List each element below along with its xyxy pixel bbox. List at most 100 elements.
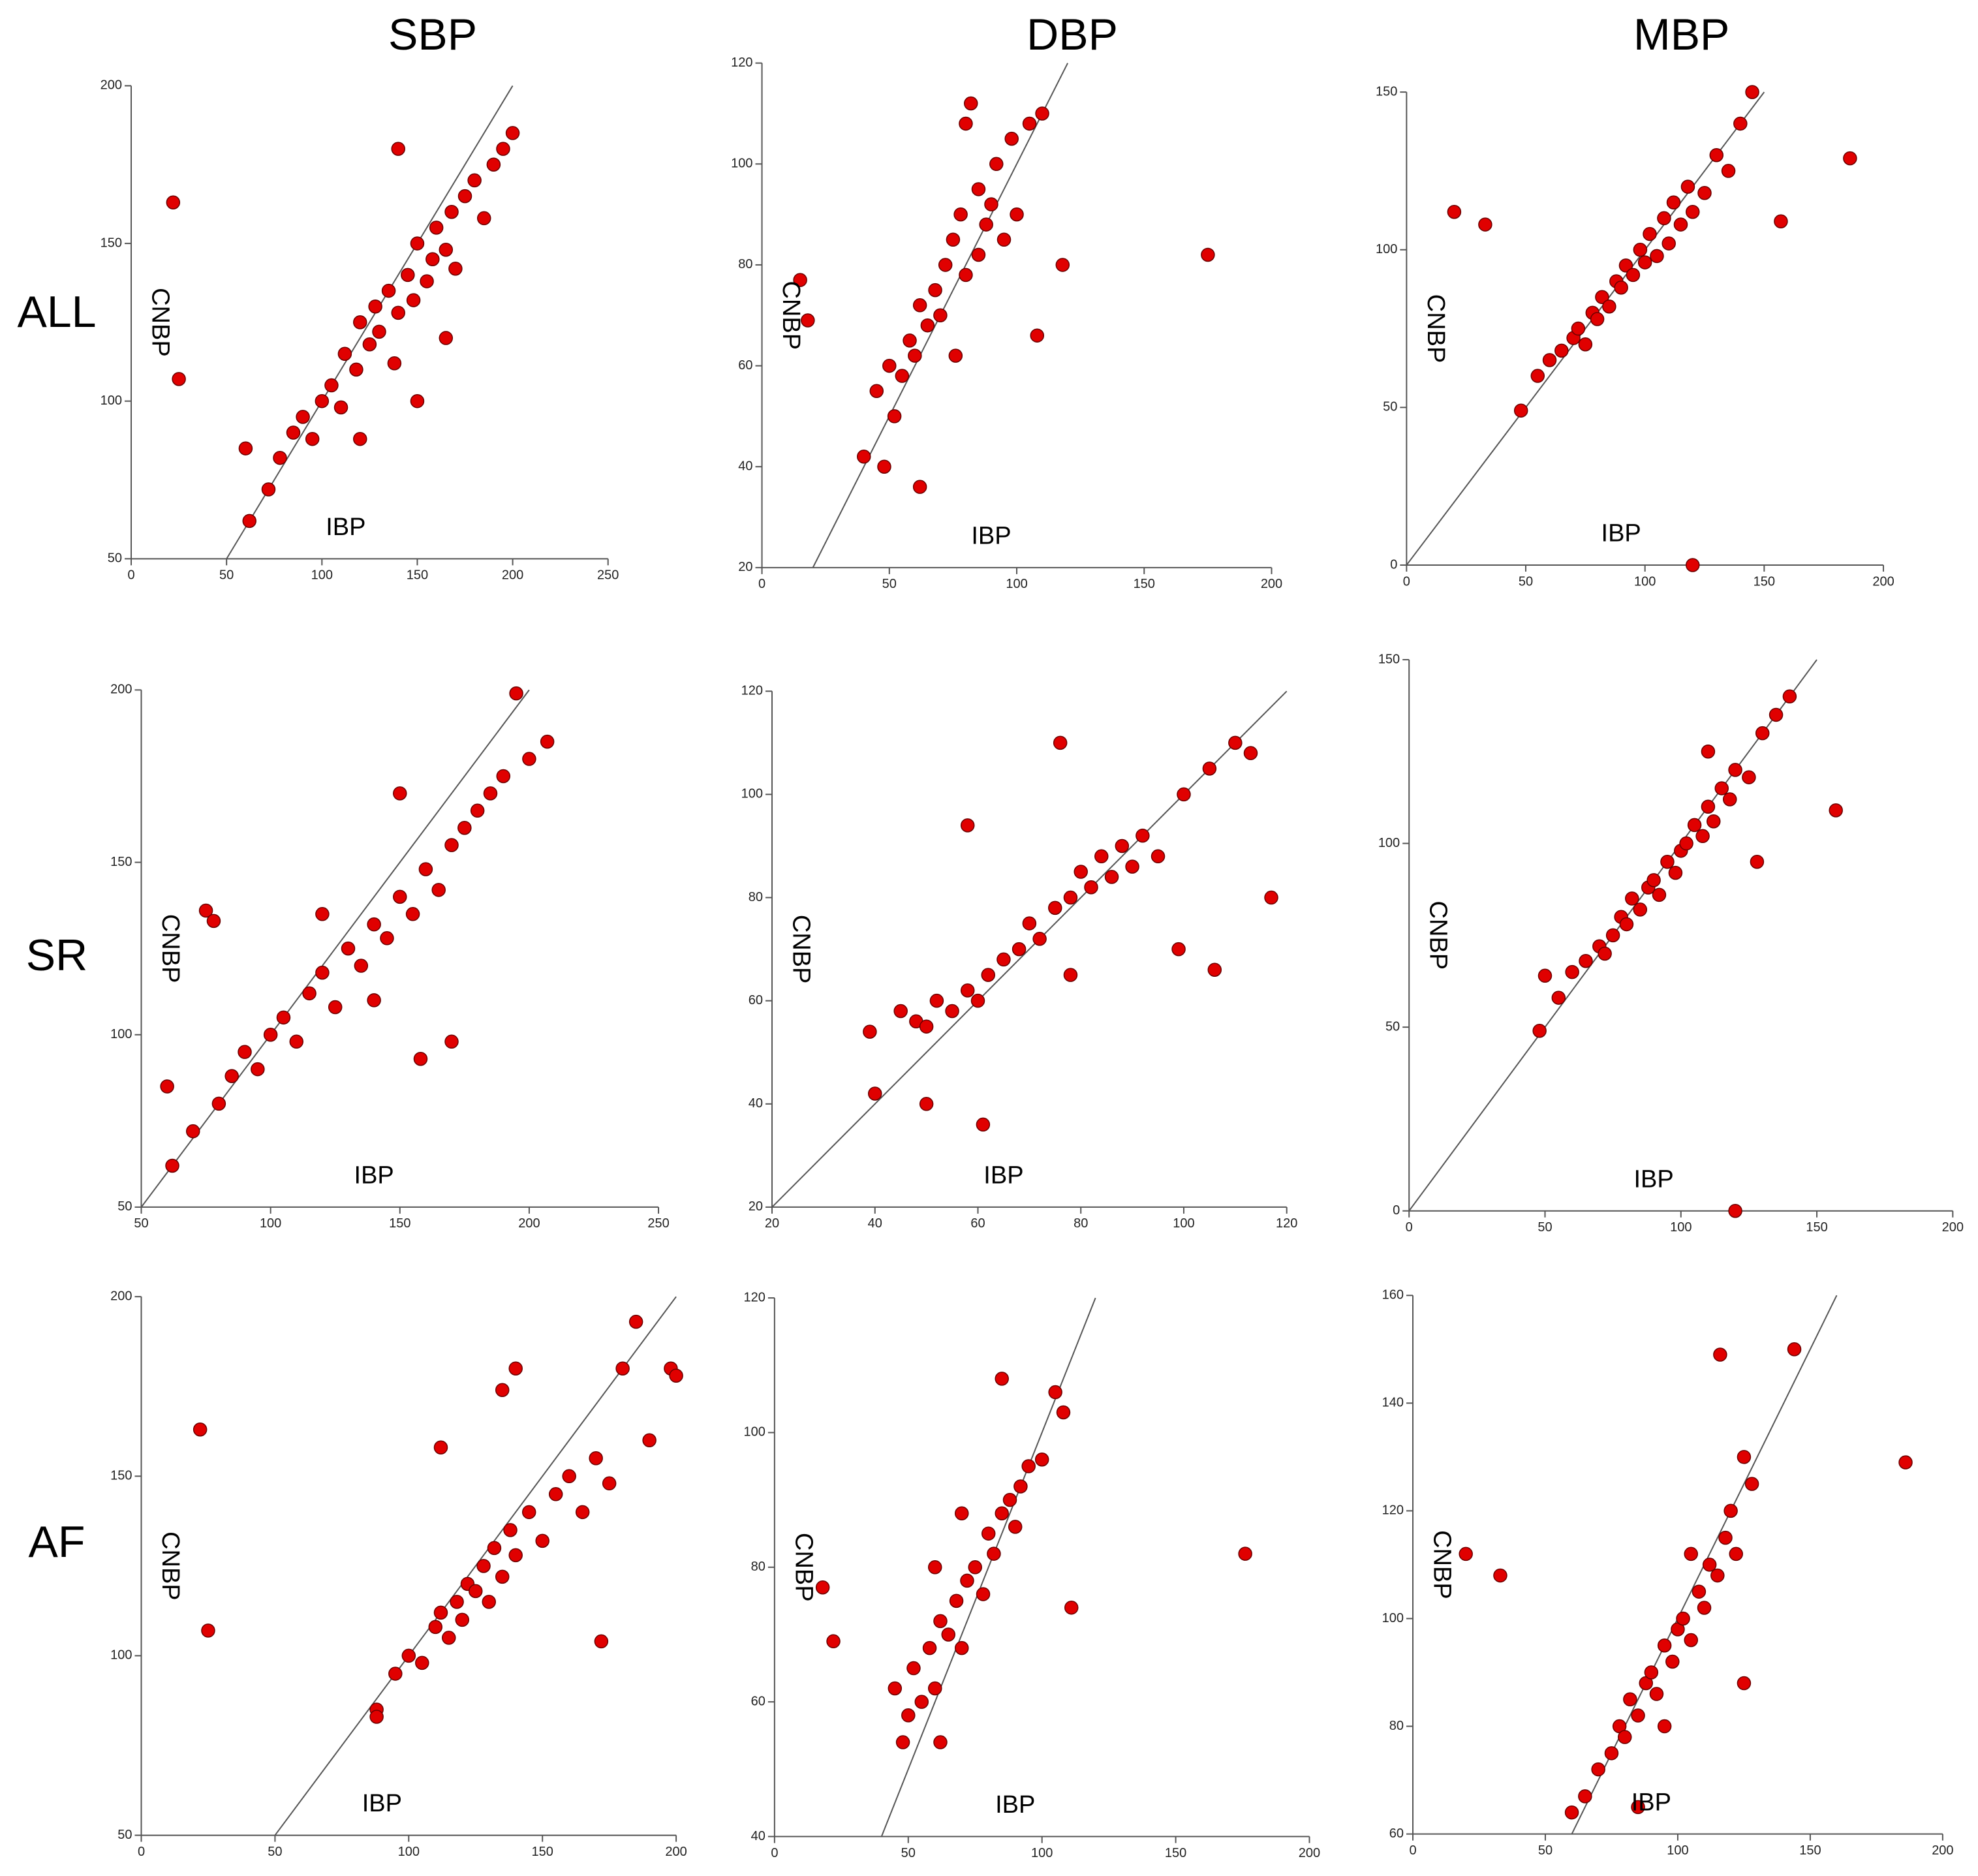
- scatter-point: [381, 283, 396, 298]
- scatter-point: [1782, 689, 1797, 704]
- scatter-point: [450, 1595, 464, 1609]
- scatter-point: [981, 1526, 996, 1541]
- scatter-point: [439, 242, 454, 257]
- y-tick-label: 0: [1390, 557, 1397, 572]
- scatter-panel: 0 50 100 150 200 0 50 100 150 IBP CNBP: [1376, 84, 1894, 589]
- column-header: MBP: [1633, 10, 1729, 59]
- y-tick-label: 160: [1382, 1288, 1404, 1302]
- scatter-point: [933, 1735, 948, 1749]
- scatter-point: [628, 1314, 643, 1329]
- y-tick-label: 100: [731, 157, 752, 171]
- scatter-point: [401, 268, 415, 283]
- x-tick-label: 150: [1134, 577, 1155, 591]
- scatter-point: [251, 1062, 265, 1077]
- scatter-point: [1074, 865, 1088, 879]
- scatter-point: [1136, 828, 1150, 843]
- scatter-point: [954, 1640, 969, 1655]
- scatter-point: [367, 993, 381, 1007]
- x-tick-label: 150: [532, 1845, 553, 1859]
- scatter-point: [945, 1004, 959, 1019]
- scatter-point: [1447, 205, 1462, 219]
- scatter-point: [928, 1560, 942, 1575]
- scatter-point: [976, 1587, 991, 1601]
- scatter-point: [1055, 258, 1070, 272]
- scatter-point: [276, 1010, 291, 1025]
- y-tick-label: 50: [117, 1828, 132, 1842]
- scatter-point: [496, 142, 510, 156]
- x-tick-label: 150: [1165, 1846, 1186, 1860]
- scatter-point: [1554, 343, 1569, 358]
- scatter-point: [895, 369, 910, 383]
- scatter-point: [433, 1605, 448, 1620]
- scatter-point: [420, 274, 434, 288]
- scatter-point: [887, 409, 902, 423]
- scatter-point: [333, 400, 348, 415]
- scatter-point: [995, 1506, 1009, 1521]
- x-tick-label: 200: [1932, 1843, 1953, 1858]
- row-header: ALL: [17, 287, 96, 337]
- scatter-point: [1201, 247, 1215, 262]
- y-tick-label: 200: [110, 1289, 132, 1303]
- scatter-point: [575, 1505, 590, 1520]
- y-tick-label: 50: [108, 551, 122, 566]
- scatter-point: [1685, 558, 1700, 572]
- scatter-point: [1171, 942, 1186, 957]
- scatter-point: [856, 450, 871, 464]
- scatter-point: [535, 1533, 549, 1548]
- y-axis-title: CNBP: [1428, 1530, 1455, 1599]
- scatter-point: [1591, 1762, 1605, 1777]
- scatter-point: [367, 917, 381, 932]
- x-tick-label: 0: [127, 568, 134, 583]
- scatter-point: [505, 126, 520, 140]
- scatter-point: [1513, 403, 1528, 418]
- scatter-point: [1478, 217, 1492, 232]
- x-tick-label: 100: [1031, 1846, 1053, 1860]
- scatter-point: [1713, 1347, 1727, 1362]
- scatter-point: [1665, 1654, 1680, 1669]
- y-tick-label: 0: [1393, 1203, 1400, 1218]
- scatter-point: [476, 211, 491, 226]
- scatter-panel: 0 50 100 150 200 0 50 100 150 IBP CNBP: [1378, 652, 1964, 1235]
- y-tick-label: 80: [1389, 1719, 1404, 1733]
- x-tick-label: 100: [260, 1216, 281, 1231]
- scatter-point: [826, 1634, 841, 1649]
- x-tick-label: 50: [1538, 1220, 1552, 1235]
- scatter-point: [1668, 865, 1683, 880]
- scatter-point: [1614, 280, 1628, 295]
- scatter-point: [413, 1051, 428, 1066]
- scatter-point: [594, 1634, 609, 1649]
- scatter-point: [602, 1476, 617, 1491]
- scatter-point: [273, 450, 287, 465]
- scatter-point: [286, 425, 301, 440]
- scatter-point: [1661, 236, 1676, 251]
- scatter-point: [1687, 818, 1702, 833]
- scatter-point: [496, 769, 511, 784]
- x-tick-label: 40: [868, 1216, 882, 1231]
- y-axis-title: CNBP: [1425, 901, 1452, 970]
- y-axis-title: CNBP: [788, 915, 815, 984]
- scatter-point: [315, 965, 330, 980]
- scatter-point: [1679, 836, 1693, 851]
- scatter-panel: 20 40 60 80 100 120 20 40 60 80 100 120 IBP CNBP: [741, 684, 1298, 1231]
- scatter-point: [1680, 179, 1695, 194]
- x-tick-label: 50: [882, 577, 897, 591]
- scatter-point: [1579, 954, 1593, 968]
- y-tick-label: 20: [749, 1199, 763, 1214]
- scatter-point: [1493, 1568, 1507, 1583]
- scatter-point: [997, 232, 1012, 247]
- scatter-point: [1625, 891, 1639, 906]
- scatter-panel: 0 50 100 150 200 60 80 100 120 140 160 IBP CNBP: [1382, 1288, 1954, 1858]
- y-tick-label: 120: [1382, 1503, 1404, 1518]
- scatter-point: [1676, 1611, 1690, 1626]
- scatter-point: [1643, 226, 1657, 241]
- x-axis-title: IBP: [1633, 1165, 1673, 1193]
- scatter-point: [1064, 1600, 1079, 1615]
- scatter-point: [495, 1569, 510, 1584]
- scatter-point: [1459, 1546, 1473, 1561]
- x-tick-label: 200: [502, 568, 523, 583]
- scatter-point: [387, 356, 402, 371]
- scatter-point: [960, 983, 975, 998]
- y-tick-label: 100: [1382, 1611, 1404, 1625]
- scatter-point: [1649, 1687, 1664, 1701]
